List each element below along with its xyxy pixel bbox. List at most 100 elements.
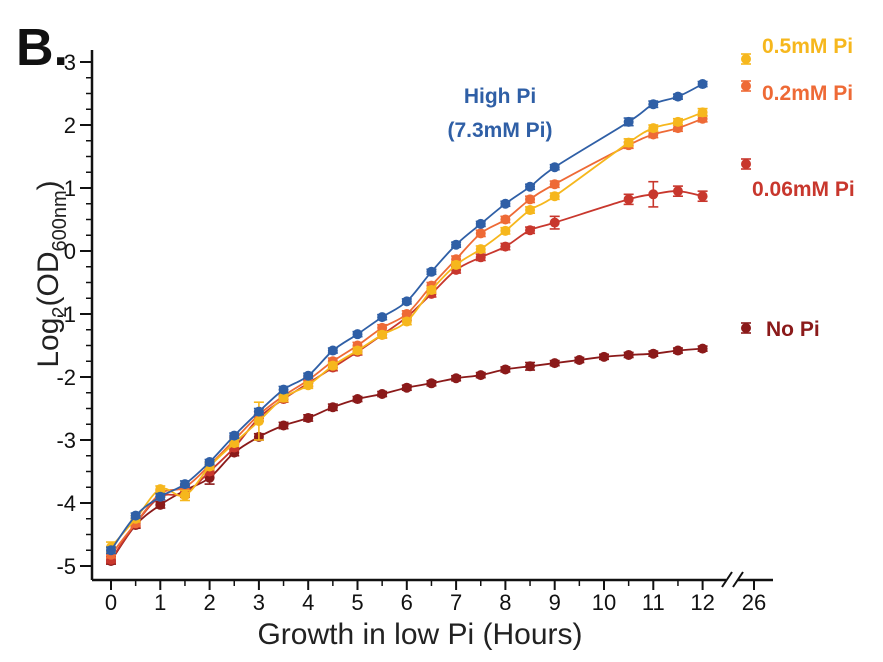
data-point	[475, 244, 486, 255]
data-point	[697, 107, 708, 118]
data-point	[377, 312, 388, 323]
series-label-no-pi: No Pi	[766, 318, 820, 341]
data-point	[327, 402, 338, 413]
data-point	[130, 510, 141, 521]
x-tick-label: 0	[105, 590, 117, 615]
series-label-high-pi: High Pi	[464, 85, 536, 108]
data-point	[303, 412, 314, 423]
data-point	[549, 358, 560, 369]
data-point	[352, 329, 363, 340]
data-point	[525, 225, 536, 236]
y-axis-title-base: Log	[32, 318, 65, 368]
series-high-pi-7-3mm-pi	[106, 79, 708, 556]
series-labels: High Pi (7.3mM Pi) 0.5mM Pi 0.2mM Pi 0.06mM …	[447, 35, 854, 341]
legend-marker	[741, 159, 751, 169]
y-axis-title: Log2(OD600nm)	[32, 180, 71, 367]
data-point	[549, 162, 560, 173]
data-point	[574, 354, 585, 365]
data-point	[179, 490, 190, 501]
data-point	[377, 322, 388, 333]
series-label-0-5mm-pi: 0.5mM Pi	[762, 35, 853, 58]
data-point	[697, 343, 708, 354]
data-point	[697, 79, 708, 90]
data-point	[648, 348, 659, 359]
data-point	[278, 392, 289, 403]
legend-marker	[741, 54, 751, 64]
data-point	[623, 116, 634, 127]
y-tick-label: 3	[64, 50, 76, 75]
data-point	[155, 491, 166, 502]
y-tick-label: -2	[56, 365, 76, 390]
data-point	[648, 99, 659, 110]
data-point	[451, 373, 462, 384]
data-point	[229, 438, 240, 449]
data-point	[327, 360, 338, 371]
data-point	[500, 241, 511, 252]
data-point	[623, 137, 634, 148]
data-point	[672, 186, 683, 197]
data-point	[401, 316, 412, 327]
data-point	[475, 252, 486, 263]
data-point	[401, 296, 412, 307]
data-point	[672, 116, 683, 127]
data-point	[549, 191, 560, 202]
data-point	[451, 239, 462, 250]
data-point	[278, 420, 289, 431]
data-point	[549, 179, 560, 190]
data-point	[426, 266, 437, 277]
data-point	[155, 499, 166, 510]
data-point	[303, 380, 314, 391]
y-tick-label: 2	[64, 113, 76, 138]
data-point	[401, 309, 412, 319]
data-point	[327, 345, 338, 356]
series-line	[110, 117, 703, 556]
data-point	[352, 345, 363, 356]
panel-label: B.	[16, 19, 68, 77]
data-point	[475, 228, 486, 239]
data-point	[106, 545, 116, 556]
data-point	[278, 384, 289, 395]
data-point	[697, 191, 708, 202]
series-0-06mm-pi	[106, 180, 708, 565]
x-tick-label: 5	[351, 590, 363, 615]
data-point	[500, 364, 511, 375]
data-point	[648, 189, 659, 200]
series-layer	[106, 79, 708, 566]
y-tick-label: -5	[56, 554, 76, 579]
axis-break-mark	[732, 571, 744, 588]
x-tick-label: 26	[742, 590, 766, 615]
data-point	[426, 378, 437, 389]
data-point	[672, 91, 683, 102]
data-point	[253, 406, 264, 417]
x-tick-label: 2	[203, 590, 215, 615]
x-tick-label: 3	[253, 590, 265, 615]
x-tick-label: 6	[401, 590, 413, 615]
axis-break-mark	[721, 571, 733, 588]
x-tick-label: 11	[642, 590, 665, 615]
data-point	[377, 389, 388, 400]
y-axis-title-sub1: 2	[49, 306, 71, 317]
data-point	[623, 349, 634, 360]
y-axis-title-close: )	[32, 180, 65, 190]
series-0-5mm-pi	[106, 107, 708, 553]
series-label-0-06mm-pi: 0.06mM Pi	[752, 178, 855, 201]
data-point	[377, 329, 388, 340]
data-point	[500, 214, 511, 225]
data-point	[623, 194, 634, 205]
y-tick-label: 0	[64, 239, 76, 264]
data-point	[155, 484, 166, 495]
data-point	[303, 370, 314, 381]
x-tick-label: 9	[549, 590, 561, 615]
data-point	[204, 457, 215, 468]
data-point	[401, 382, 412, 393]
x-axis-title: Growth in low Pi (Hours)	[257, 618, 582, 651]
data-point	[599, 351, 609, 362]
data-point	[229, 430, 240, 441]
data-point	[525, 194, 536, 205]
data-point	[500, 198, 511, 209]
data-point	[549, 217, 560, 228]
x-tick-label: 4	[302, 590, 314, 615]
y-tick-label: 1	[64, 176, 76, 201]
